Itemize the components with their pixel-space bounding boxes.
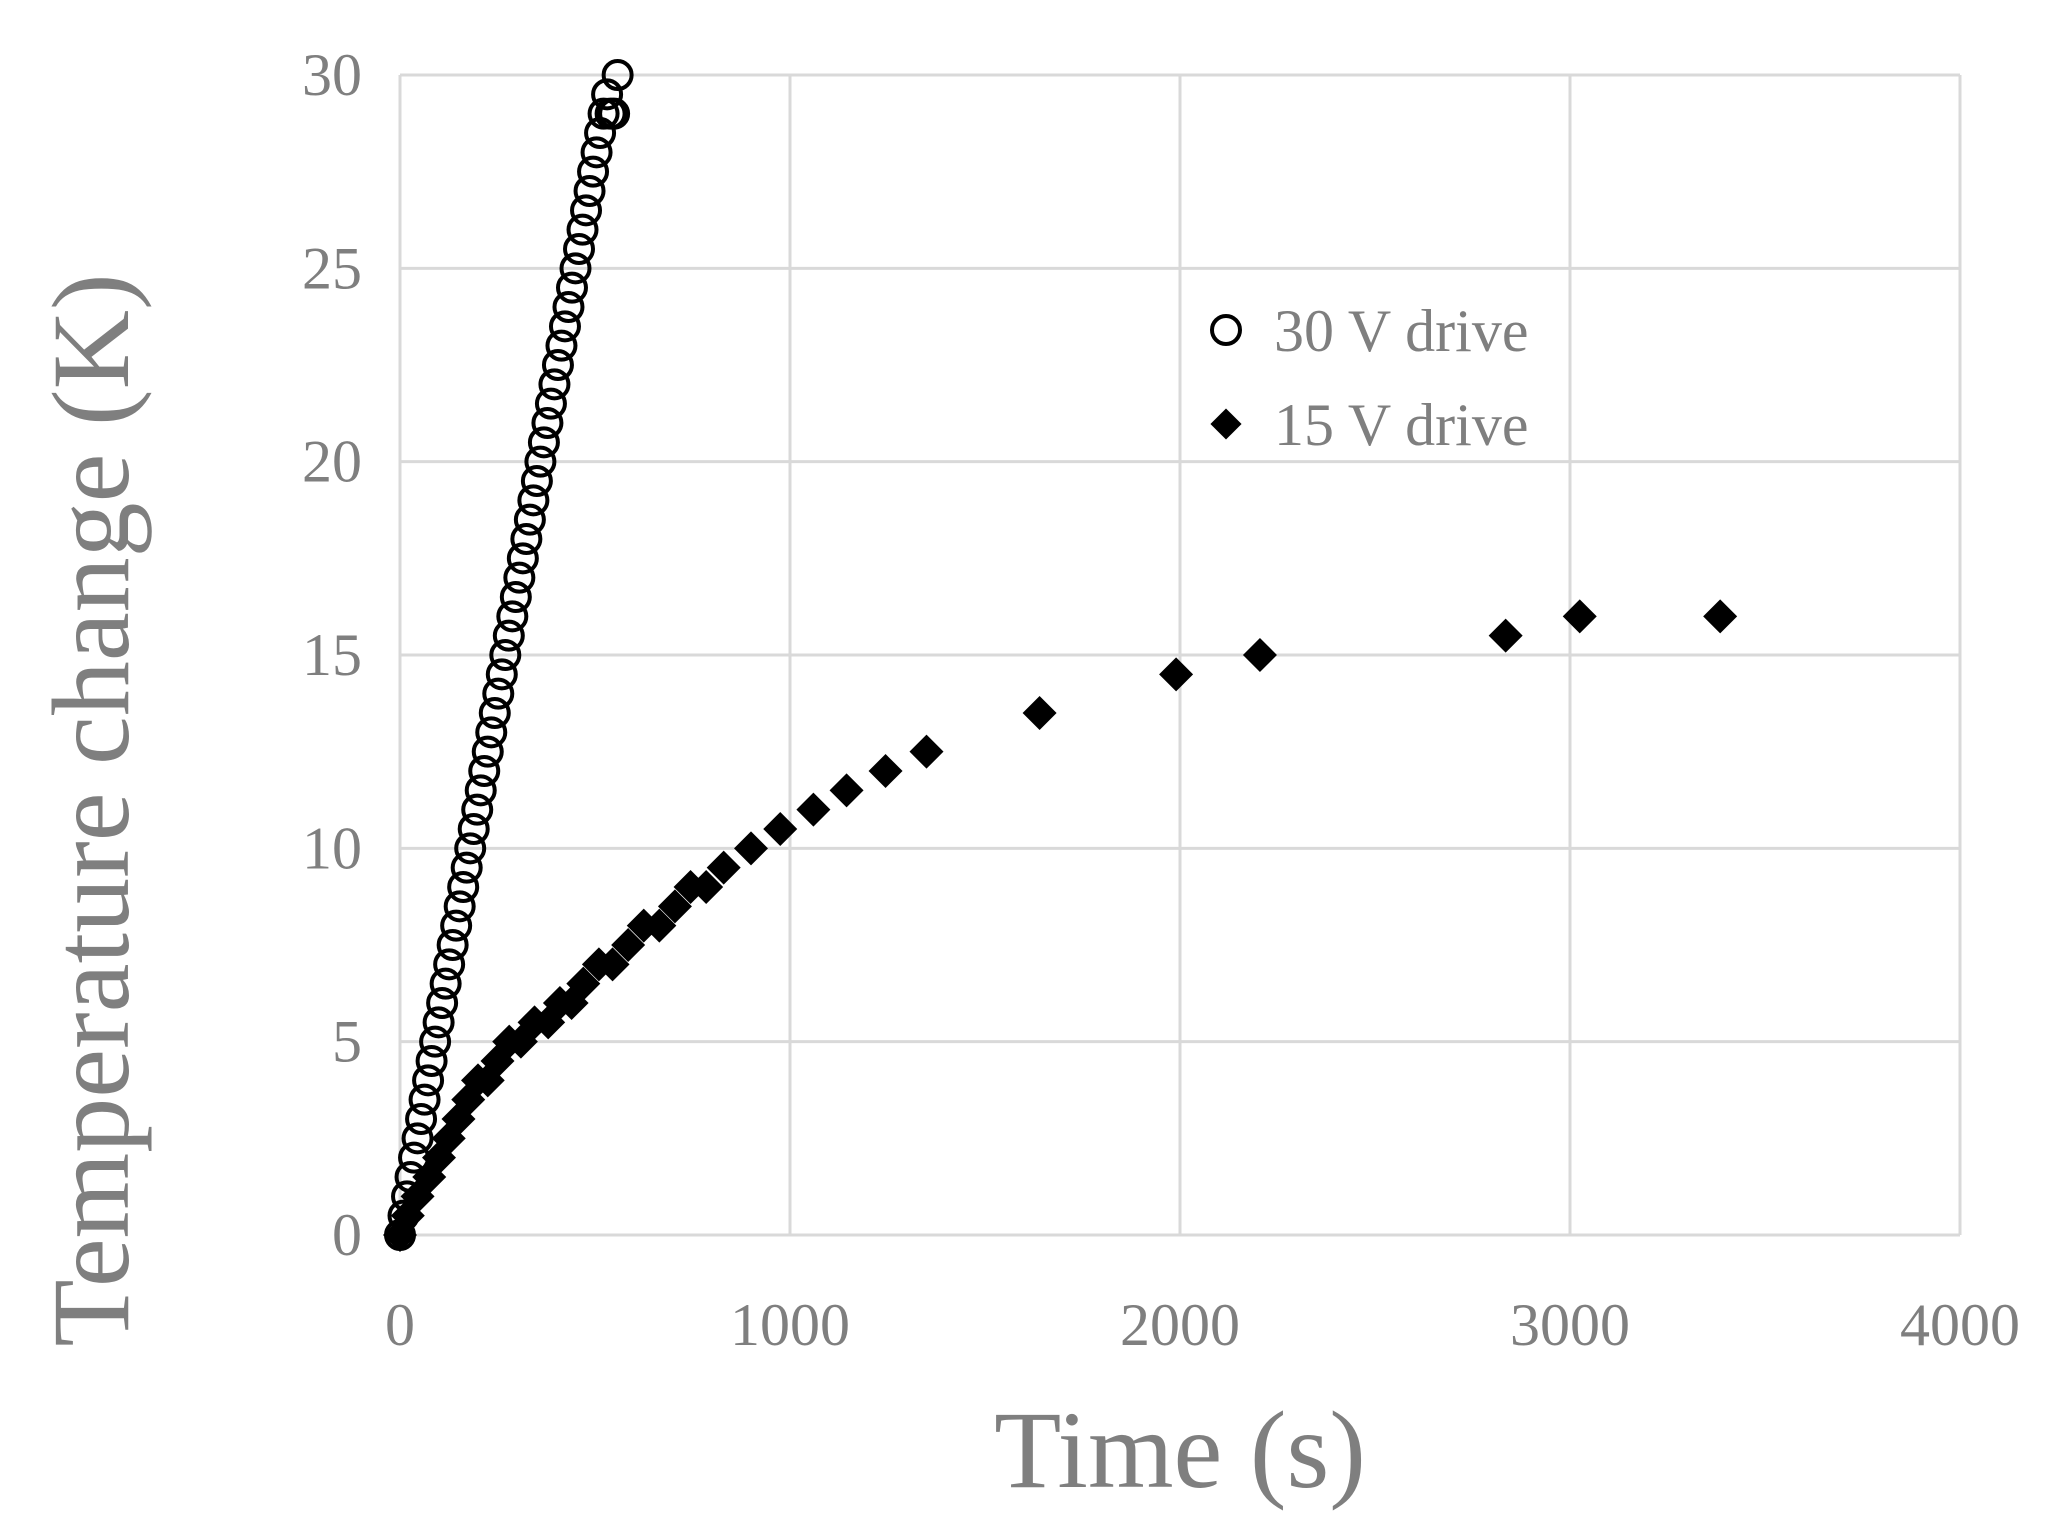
data-point-30v: [563, 233, 596, 265]
data-point-30v: [401, 1122, 434, 1155]
data-point-30v: [548, 310, 581, 343]
data-point-15v: [611, 928, 646, 962]
data-point-15v: [566, 966, 601, 1001]
data-point-15v: [734, 831, 768, 866]
data-point-30v: [531, 407, 564, 439]
data-point-30v: [591, 78, 624, 111]
data-point-30v: [580, 136, 613, 169]
data-point-30v: [429, 967, 462, 1000]
data-point-30v: [570, 194, 603, 227]
data-point-30v: [541, 349, 574, 381]
y-tick-labels: 0 5 10 15 20 25 30: [302, 42, 362, 1268]
data-point-30v: [566, 213, 599, 246]
data-point-15v: [1242, 638, 1277, 672]
data-point-30v: [485, 658, 518, 691]
data-point-30v: [419, 1025, 452, 1058]
data-point-15v: [1159, 657, 1194, 692]
data-point-30v: [559, 252, 592, 285]
data-point-30v: [552, 291, 585, 323]
data-point-30v: [422, 1006, 455, 1039]
data-point-30v: [412, 1064, 445, 1097]
x-tick-label: 3000: [1510, 1292, 1630, 1358]
data-point-30v: [503, 561, 536, 594]
data-point-30v: [555, 271, 588, 304]
data-point-30v: [520, 465, 553, 497]
data-point-30v: [440, 909, 473, 942]
data-point-30v: [471, 735, 504, 768]
data-point-30v: [447, 871, 480, 903]
data-point-30v: [577, 155, 610, 188]
data-point-30v: [433, 948, 466, 981]
data-point-15v: [595, 947, 630, 982]
data-point-15v: [829, 773, 864, 808]
data-point-15v: [642, 908, 677, 943]
data-point-30v: [478, 697, 511, 729]
legend-marker-15v: [1210, 408, 1242, 440]
gridlines: [398, 73, 1962, 1237]
y-tick-label: 15: [302, 622, 362, 688]
data-point-30v: [405, 1103, 438, 1135]
y-tick-label: 20: [302, 429, 362, 495]
data-point-30v: [499, 581, 532, 613]
data-point-15v: [706, 850, 741, 885]
data-point-15v: [1703, 599, 1738, 634]
data-point-15v: [657, 889, 692, 924]
data-point-30v: [524, 445, 557, 478]
data-point-30v: [461, 793, 494, 826]
data-point-30v: [464, 774, 497, 807]
data-point-30v: [415, 1045, 448, 1077]
data-points: [383, 59, 1738, 1252]
x-tick-label: 2000: [1120, 1292, 1240, 1358]
data-point-15v: [1488, 618, 1523, 653]
x-tick-label: 4000: [1900, 1292, 2020, 1358]
data-point-15v: [796, 792, 831, 827]
x-tick-label: 0: [385, 1292, 415, 1358]
legend-label-15v: 15 V drive: [1274, 392, 1528, 458]
data-point-30v: [443, 890, 476, 923]
data-point-30v: [468, 755, 501, 787]
data-point-30v: [426, 987, 459, 1019]
data-point-30v: [492, 619, 525, 652]
data-point-30v: [454, 832, 487, 865]
data-point-30v: [538, 368, 571, 401]
data-point-30v: [601, 59, 634, 91]
data-point-30v: [527, 426, 560, 459]
data-point-30v: [408, 1083, 441, 1116]
legend: 30 V drive 15 V drive: [1210, 298, 1528, 458]
data-point-30v: [517, 484, 550, 517]
data-point-30v: [573, 175, 606, 207]
y-tick-label: 0: [332, 1202, 362, 1268]
data-point-30v: [482, 677, 515, 710]
data-point-30v: [534, 387, 567, 420]
y-tick-label: 30: [302, 42, 362, 108]
data-point-30v: [436, 929, 469, 961]
y-tick-label: 25: [302, 235, 362, 301]
x-tick-labels: 0 1000 2000 3000 4000: [385, 1292, 2020, 1358]
x-axis-title: Time (s): [994, 1389, 1366, 1511]
data-point-15v: [909, 734, 944, 769]
data-point-30v: [506, 542, 539, 575]
data-point-30v: [510, 523, 543, 555]
y-axis-title: Temperature change (K): [30, 273, 152, 1346]
data-point-30v: [475, 716, 508, 749]
data-point-15v: [763, 812, 798, 846]
y-tick-label: 5: [332, 1009, 362, 1075]
data-point-30v: [489, 639, 522, 671]
data-point-15v: [689, 870, 724, 904]
data-point-15v: [1562, 599, 1597, 634]
x-tick-label: 1000: [730, 1292, 850, 1358]
data-point-15v: [868, 754, 903, 788]
data-point-30v: [496, 600, 529, 633]
data-point-30v: [450, 851, 483, 884]
data-point-15v: [1022, 696, 1057, 730]
data-point-30v: [545, 329, 578, 362]
y-tick-label: 10: [302, 815, 362, 881]
legend-label-30v: 30 V drive: [1274, 298, 1528, 364]
data-point-30v: [598, 97, 631, 130]
legend-marker-30v: [1210, 314, 1242, 346]
data-point-30v: [457, 813, 490, 845]
data-point-30v: [513, 503, 546, 536]
